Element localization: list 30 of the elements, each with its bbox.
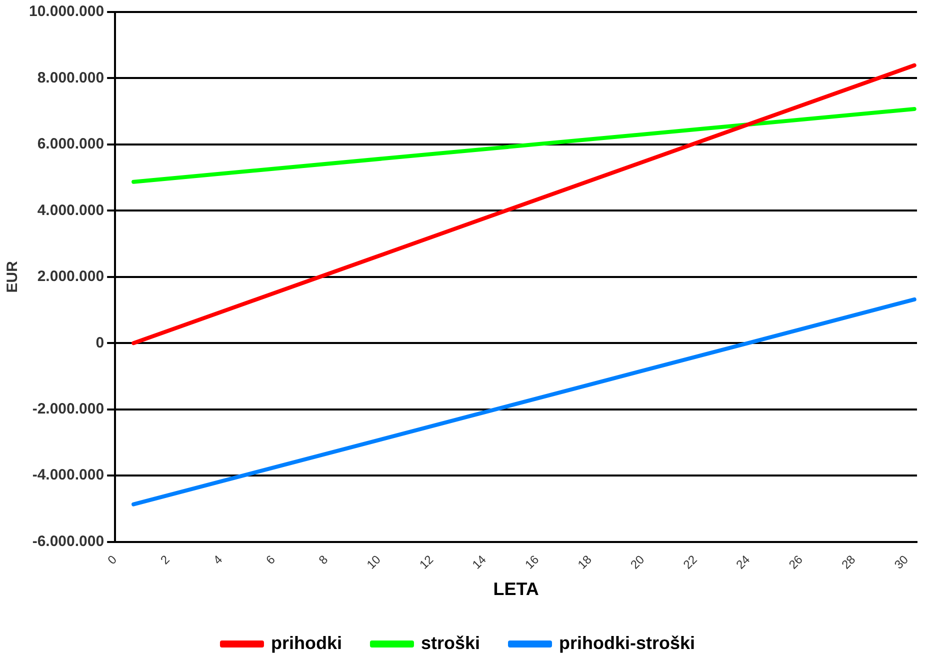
x-tick-label: 2 [158, 552, 173, 568]
x-tick-label: 0 [104, 552, 120, 568]
x-tick-label: 6 [263, 552, 278, 568]
x-tick-label: 22 [680, 552, 700, 572]
y-tick-label: 8.000.000 [37, 69, 104, 86]
x-tick-label: 26 [786, 552, 806, 572]
y-axis-title: EUR [4, 260, 22, 293]
legend-label: stroški [420, 632, 480, 653]
x-axis-title: LETA [493, 579, 539, 600]
y-tick-label: 4.000.000 [37, 202, 104, 219]
y-tick-label: -6.000.000 [32, 532, 104, 550]
x-tick-label: 30 [892, 552, 912, 572]
legend-label: prihodki-stroški [559, 632, 696, 653]
x-tick-label: 14 [470, 552, 490, 572]
y-tick-label: -4.000.000 [32, 466, 104, 484]
legend-label: prihodki [270, 632, 342, 653]
y-tick-label: 0 [96, 334, 104, 352]
x-tick-label: 12 [416, 552, 436, 572]
y-tick-label: 2.000.000 [37, 268, 104, 286]
y-tick-label: 6.000.000 [37, 136, 104, 153]
x-tick-label: 16 [522, 552, 542, 572]
x-tick-label: 20 [628, 552, 648, 572]
x-tick-label: 8 [316, 552, 331, 568]
x-tick-label: 28 [838, 552, 858, 572]
x-tick-label: 18 [575, 552, 595, 572]
x-tick-label: 24 [733, 552, 753, 572]
x-tick-label: 10 [364, 552, 384, 572]
y-tick-label: 10.000.000 [28, 3, 104, 20]
x-tick-label: 4 [210, 552, 226, 568]
y-tick-label: -2.000.000 [32, 400, 104, 418]
